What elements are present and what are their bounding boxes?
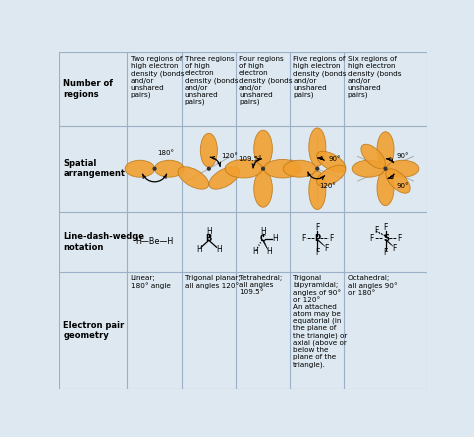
Circle shape [316,167,319,170]
Text: H: H [206,227,212,236]
Text: F: F [383,248,388,257]
Circle shape [208,167,210,170]
Text: F: F [397,233,401,243]
Ellipse shape [209,167,240,189]
Text: H: H [253,246,258,256]
Ellipse shape [361,144,385,169]
Text: 109.5°: 109.5° [238,156,262,162]
Text: H—Be—H: H—Be—H [136,237,173,246]
Text: Five regions of
high electron
density (bonds
and/or
unshared
pairs): Five regions of high electron density (b… [293,56,347,98]
Text: Spatial
arrangement: Spatial arrangement [63,159,125,178]
Text: B: B [206,234,212,243]
Text: H: H [196,245,201,254]
Ellipse shape [309,128,326,166]
Text: Electron pair
geometry: Electron pair geometry [63,321,124,340]
Circle shape [384,167,387,170]
Text: H: H [260,227,266,236]
Ellipse shape [254,130,273,167]
Text: Two regions of
high electron
density (bonds
and/or
unshared
pairs): Two regions of high electron density (bo… [130,56,184,98]
Text: 90°: 90° [396,183,409,189]
Ellipse shape [254,170,273,207]
Text: 180°: 180° [157,150,174,156]
Text: 120°: 120° [221,153,238,159]
Text: Number of
regions: Number of regions [63,79,113,99]
Ellipse shape [125,160,155,177]
Text: Trigonal
bipyramidal;
angles of 90°
or 120°
An attached
atom may be
equatorial (: Trigonal bipyramidal; angles of 90° or 1… [293,275,347,368]
Text: F: F [329,233,334,243]
Ellipse shape [386,160,419,177]
Text: H: H [266,246,272,256]
Ellipse shape [283,160,316,177]
Text: 90°: 90° [329,156,341,162]
Text: F: F [301,233,306,243]
Text: H: H [272,234,278,243]
Ellipse shape [155,160,184,177]
Ellipse shape [377,170,394,206]
Text: F: F [392,243,397,253]
Polygon shape [317,239,325,246]
Ellipse shape [317,151,346,172]
Ellipse shape [317,165,346,186]
Text: S: S [383,233,389,243]
Text: Tetrahedral;
all angles
109.5°: Tetrahedral; all angles 109.5° [239,275,283,295]
Text: Octahedral;
all angles 90°
or 180°: Octahedral; all angles 90° or 180° [347,275,397,296]
Text: F: F [315,223,319,232]
Text: F: F [315,248,319,257]
Ellipse shape [309,171,326,209]
Circle shape [262,167,264,170]
Circle shape [153,167,156,170]
Ellipse shape [352,160,385,177]
Text: F: F [383,223,388,232]
Text: Four regions
of high
electron
density (bonds
and/or
unshared
pairs): Four regions of high electron density (b… [239,56,292,105]
Text: Linear;
180° angle: Linear; 180° angle [130,275,171,289]
Text: Trigonal planar;
all angles 120°: Trigonal planar; all angles 120° [185,275,240,289]
Text: C: C [260,234,266,243]
Text: F: F [374,226,378,235]
Ellipse shape [178,167,209,189]
Text: Three regions
of high
electron
density (bonds
and/or
unshared
pairs): Three regions of high electron density (… [185,56,238,105]
Text: 90°: 90° [396,153,409,160]
Ellipse shape [377,132,394,167]
Polygon shape [262,240,268,250]
Ellipse shape [264,160,301,178]
Ellipse shape [225,160,262,178]
Text: H: H [216,245,222,254]
Text: F: F [324,243,329,253]
Text: F: F [369,233,374,243]
Polygon shape [385,239,393,246]
Ellipse shape [201,133,218,167]
Text: P: P [314,233,320,243]
Text: Six regions of
high electron
density (bonds
and/or
unshared
pairs): Six regions of high electron density (bo… [347,56,401,98]
Ellipse shape [386,169,410,193]
Text: Line-dash-wedge
notation: Line-dash-wedge notation [63,232,144,252]
Text: 120°: 120° [319,183,336,189]
